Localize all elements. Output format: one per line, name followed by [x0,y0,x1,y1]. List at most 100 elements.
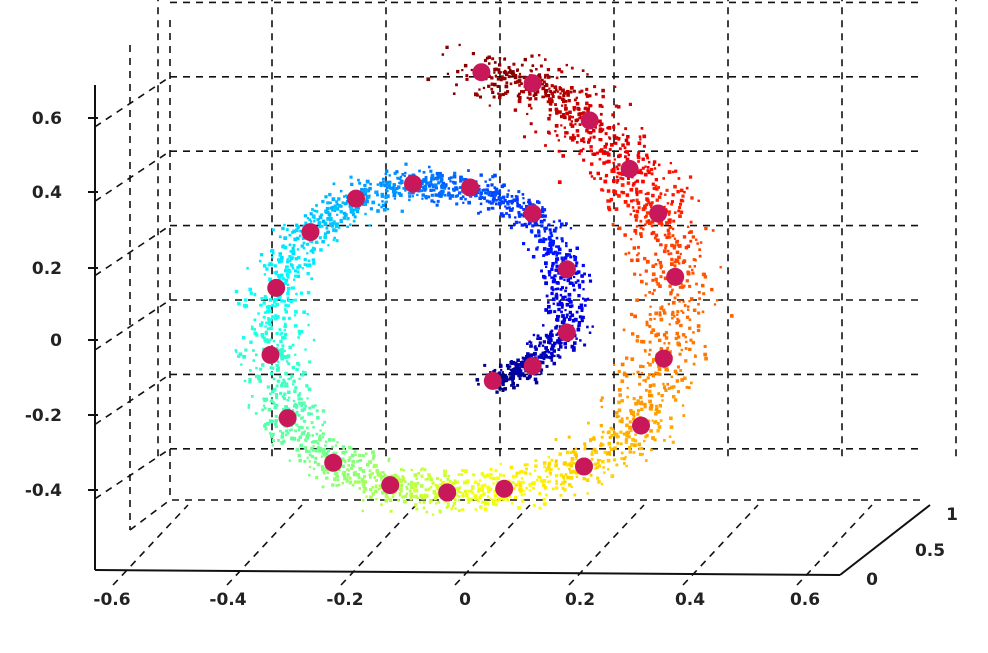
cloud-point [276,347,279,350]
cloud-point [424,194,428,199]
cloud-point [635,225,639,228]
cloud-point [639,219,643,223]
cloud-point [343,202,347,206]
cloud-point [495,199,498,202]
cloud-point [618,393,622,397]
cloud-point [334,205,338,209]
cloud-point [626,141,630,146]
cloud-point [311,258,315,262]
cloud-point [336,213,339,216]
cloud-point [617,369,621,373]
cloud-point [538,239,542,243]
cloud-point [730,314,734,318]
cloud-point [310,412,313,416]
cloud-point [321,432,325,436]
cloud-point [314,240,319,244]
cloud-point [385,181,389,185]
cloud-point [402,187,405,190]
cloud-point [555,264,559,268]
cloud-point [530,69,533,73]
cloud-point [262,301,266,305]
cloud-point [611,144,614,147]
cloud-point [510,372,514,375]
cloud-point [548,102,553,106]
cloud-point [635,339,639,343]
cloud-point [308,465,312,469]
cloud-point [534,464,538,468]
cloud-point [529,97,533,100]
landmark-marker-22 [620,159,639,178]
cloud-point [577,294,581,298]
cloud-point [521,193,525,196]
cloud-point [298,332,301,336]
cloud-point [353,208,357,212]
cloud-point [280,355,283,359]
cloud-point [478,88,481,91]
cloud-point [445,45,449,49]
cloud-point [642,134,647,139]
cloud-point [625,464,628,468]
cloud-point [604,132,608,136]
cloud-point [568,281,573,285]
cloud-point [511,481,515,485]
cloud-point [252,359,255,362]
cloud-point [586,108,590,113]
cloud-point [356,473,360,477]
cloud-point [457,509,461,512]
cloud-point [621,177,625,181]
cloud-point [645,434,649,438]
cloud-point [477,211,480,215]
cloud-point [636,201,641,205]
cloud-point [282,380,286,384]
cloud-point [357,480,361,484]
x-tick-label: 0.2 [565,590,595,610]
cloud-point [554,326,558,330]
cloud-point [547,356,550,359]
cloud-point [309,212,313,216]
cloud-point [650,232,654,236]
cloud-point [350,447,353,450]
cloud-point [540,269,543,273]
cloud-point [529,122,533,126]
cloud-point [630,411,634,415]
cloud-point [616,167,620,171]
cloud-point [304,404,307,408]
cloud-point [469,489,473,493]
cloud-point [411,494,415,498]
cloud-point [443,186,447,190]
grid-line-depth [94,150,171,202]
cloud-point [383,473,387,477]
cloud-point [652,186,656,191]
cloud-point [382,183,386,187]
cloud-point [638,375,642,379]
cloud-point [243,379,247,383]
cloud-point [501,389,505,392]
z-tick-label: 0.5 [915,541,945,561]
cloud-point [353,450,357,454]
cloud-point [301,401,306,406]
cloud-point [534,380,539,385]
cloud-point [544,261,548,266]
cloud-point [607,205,611,210]
cloud-point [334,224,339,229]
cloud-point [253,293,257,297]
cloud-point [347,464,350,467]
cloud-point [680,378,684,382]
cloud-point [515,198,519,202]
cloud-point [666,249,670,253]
cloud-point [550,267,554,271]
cloud-point [635,209,640,214]
cloud-point [591,450,594,453]
cloud-point [639,273,642,277]
cloud-point [313,460,317,464]
cloud-point [477,382,480,386]
cloud-point [544,144,547,147]
cloud-point [292,399,296,403]
cloud-point [464,197,467,201]
cloud-point [620,172,624,176]
cloud-point [588,273,591,277]
landmark-marker-13 [324,453,343,472]
cloud-point [563,126,566,129]
cloud-point [506,195,509,198]
cloud-point [547,304,551,309]
